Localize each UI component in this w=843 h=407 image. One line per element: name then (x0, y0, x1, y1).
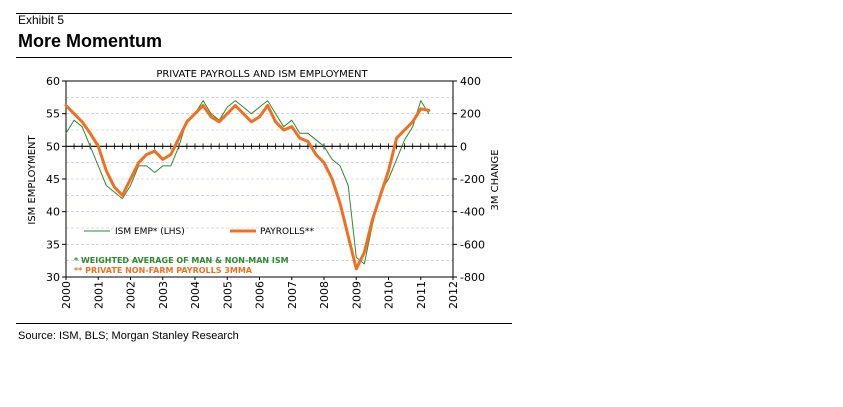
axis-ticks: 30 35 40 45 50 55 60 -800 -600 -400 -200 0 200 400 200… (46, 75, 485, 309)
title-rule (16, 57, 512, 58)
y-right-tick-label: 0 (460, 140, 467, 153)
x-tick-label: 2000 (60, 281, 73, 309)
y-right-tick-label: -200 (460, 173, 485, 186)
y-left-tick-label: 45 (46, 173, 60, 186)
y-right-tick-label: 400 (460, 75, 481, 88)
plot-frame (65, 80, 454, 278)
y-left-tick-label: 35 (46, 238, 60, 251)
x-tick-label: 2001 (92, 281, 105, 309)
x-tick-label: 2010 (383, 281, 396, 309)
legend-ism-label: ISM EMP* (LHS) (115, 227, 185, 237)
x-tick-label: 2012 (447, 281, 460, 309)
y-left-tick-label: 30 (46, 271, 60, 284)
x-tick-label: 2004 (189, 281, 202, 309)
legend: ISM EMP* (LHS) PAYROLLS** (84, 227, 314, 237)
y-left-tick-label: 60 (46, 75, 60, 88)
y-right-tick-label: -600 (460, 238, 485, 251)
note-payrolls: ** PRIVATE NON-FARM PAYROLLS 3MMA (74, 266, 253, 275)
series-layer (64, 100, 431, 271)
chart-title: PRIVATE PAYROLLS AND ISM EMPLOYMENT (156, 69, 368, 80)
ism-employment-line (65, 100, 430, 265)
y-right-tick-label: -400 (460, 206, 485, 219)
top-rule (16, 13, 512, 14)
legend-payrolls-label: PAYROLLS** (260, 227, 314, 237)
y-axis-left-label: ISM EMPLOYMENT (27, 134, 38, 224)
y-right-tick-label: 200 (460, 108, 481, 121)
x-tick-label: 2002 (125, 281, 138, 309)
y-left-tick-label: 40 (46, 206, 60, 219)
x-tick-label: 2008 (318, 281, 331, 309)
y-left-tick-label: 55 (46, 108, 60, 121)
x-tick-label: 2009 (350, 281, 363, 309)
source-note: Source: ISM, BLS; Morgan Stanley Researc… (18, 330, 239, 342)
x-tick-label: 2003 (157, 281, 170, 309)
exhibit-label: Exhibit 5 (18, 13, 65, 27)
page-title: More Momentum (18, 31, 162, 51)
y-left-tick-label: 50 (46, 140, 60, 153)
y-axis-right-label: 3M CHANGE (490, 149, 501, 210)
x-tick-label: 2011 (415, 281, 428, 309)
payrolls-line (64, 104, 431, 271)
x-tick-label: 2007 (286, 281, 299, 309)
x-tick-label: 2005 (221, 281, 234, 309)
bottom-rule (16, 323, 512, 324)
y-right-tick-label: -800 (460, 271, 485, 284)
x-tick-label: 2006 (254, 281, 267, 309)
note-ism: * WEIGHTED AVERAGE OF MAN & NON-MAN ISM (74, 256, 289, 265)
